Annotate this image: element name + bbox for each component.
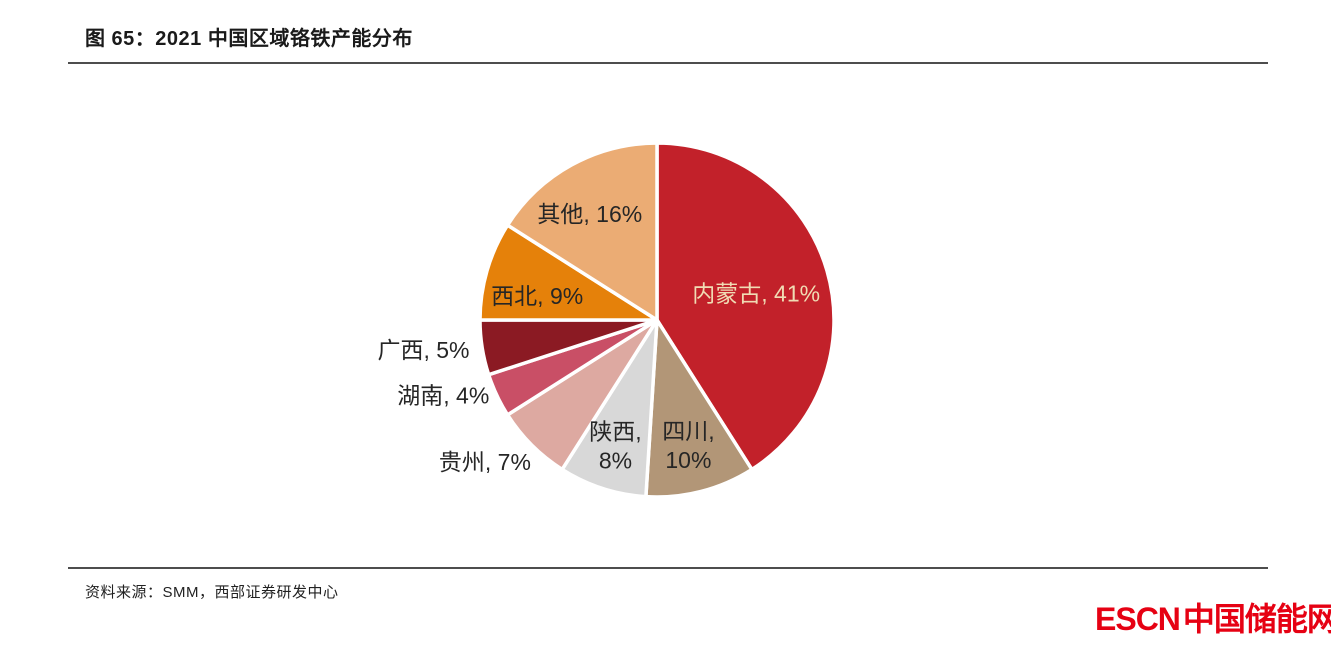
pie-slice-6 (478, 223, 659, 322)
figure-title: 图 65：2021 中国区域铬铁产能分布 (85, 28, 413, 50)
escn-logo-cjk: 中国储能网 (1182, 601, 1331, 637)
pie-slice-label-4: 湖南, 4% (397, 382, 489, 408)
pie-slice-label-1: 四川, 10% (662, 418, 714, 473)
pie-slice-label-3: 贵州, 7% (439, 449, 531, 475)
pie-slice-label-5: 广西, 5% (377, 337, 469, 363)
title-divider-line (68, 62, 1268, 64)
pie-slice-label-2: 陕西, 8% (589, 419, 641, 474)
pie-slice-7 (505, 141, 659, 322)
escn-logo: ESCN中国储能网 (1095, 603, 1331, 635)
pie-slice-label-0: 内蒙古, 41% (692, 280, 820, 306)
pie-slice-1 (644, 318, 754, 499)
pie-slice-label-6: 西北, 9% (491, 283, 583, 309)
source-note: 资料来源：SMM，西部证券研发中心 (85, 584, 339, 601)
pie-slice-label-7: 其他, 16% (537, 201, 642, 227)
footer-divider-line (68, 567, 1268, 569)
escn-logo-latin: ESCN (1095, 601, 1181, 637)
